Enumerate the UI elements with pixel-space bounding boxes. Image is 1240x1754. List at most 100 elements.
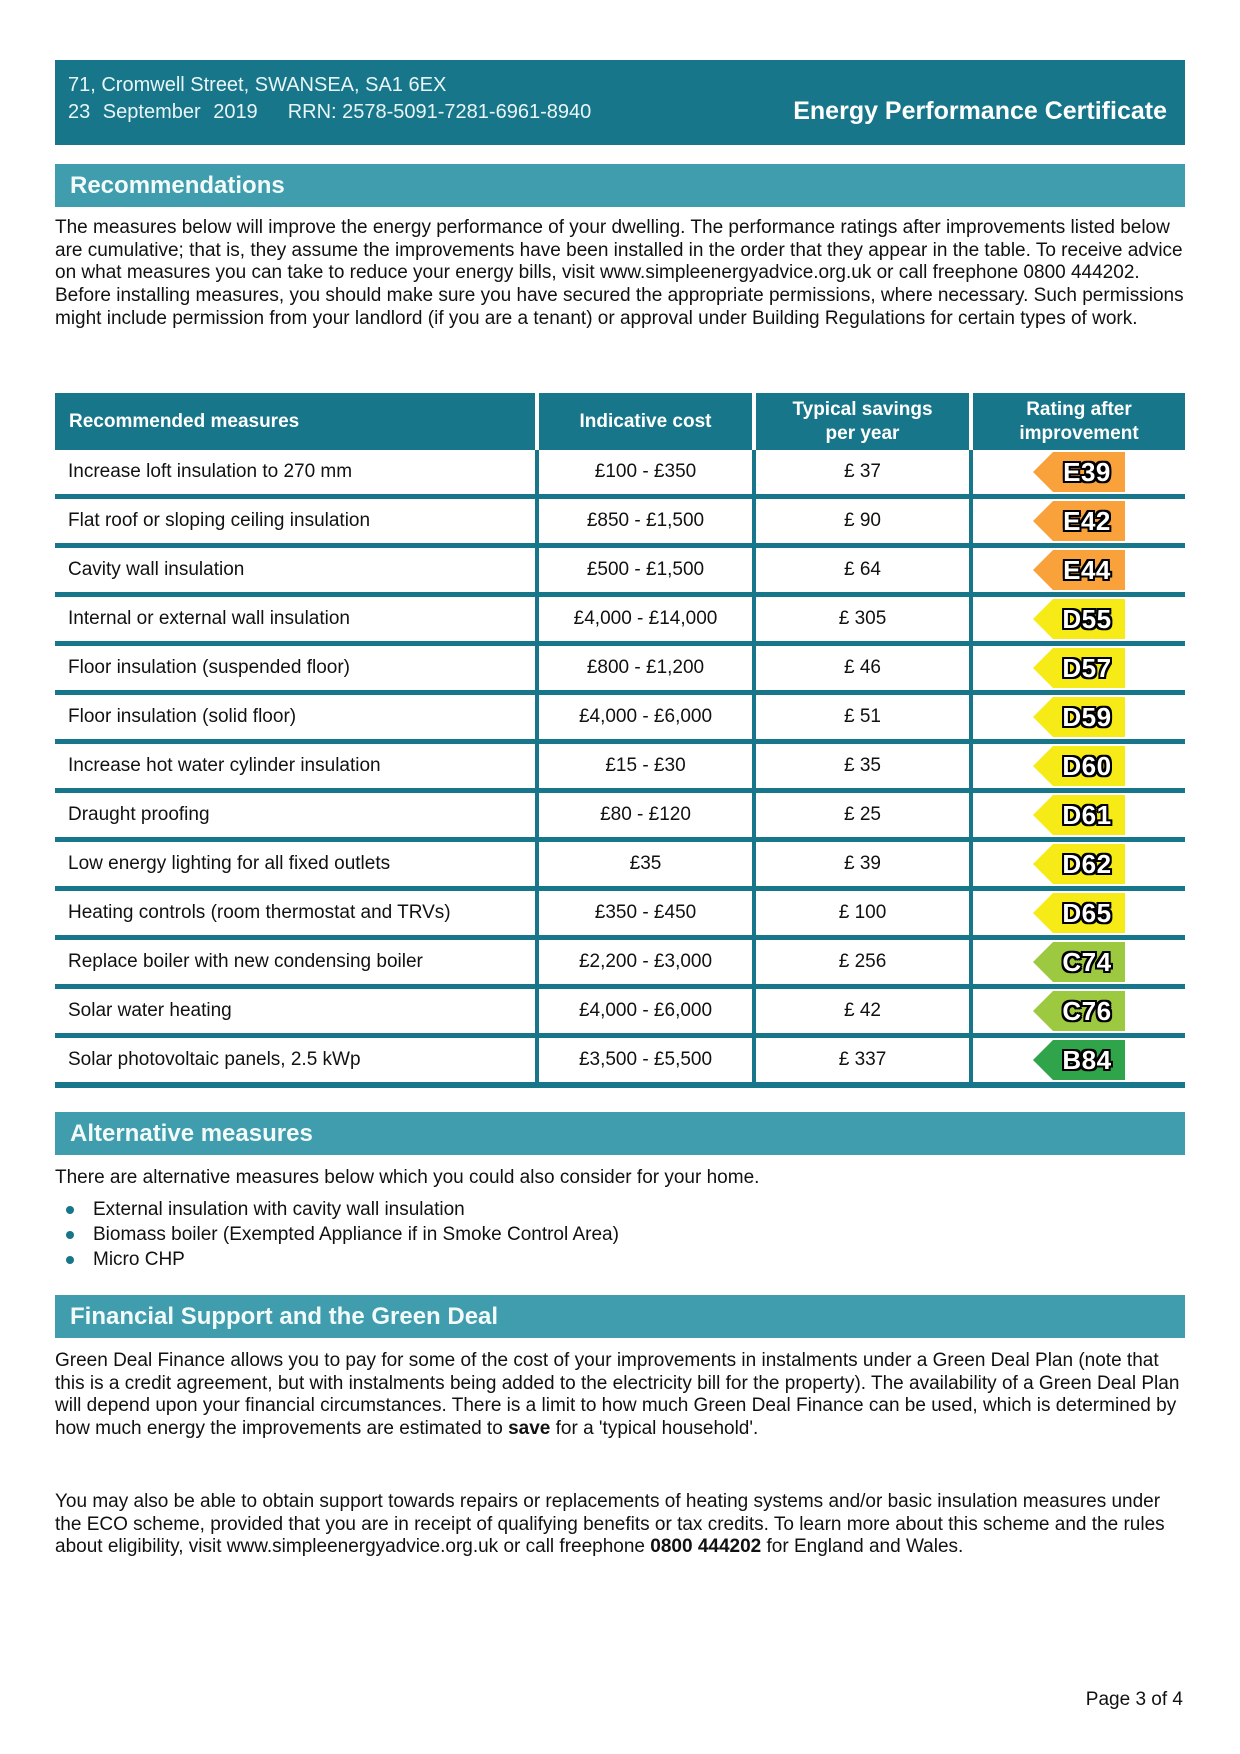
rating-badge: E42 bbox=[1033, 501, 1125, 541]
table-row: Increase hot water cylinder insulation £… bbox=[55, 744, 1185, 793]
list-item: External insulation with cavity wall ins… bbox=[55, 1197, 1185, 1222]
rating-badge: B84 bbox=[1033, 1040, 1125, 1080]
cost-cell: £800 - £1,200 bbox=[539, 646, 756, 690]
measure-cell: Replace boiler with new condensing boile… bbox=[55, 940, 539, 984]
table-row: Solar water heating £4,000 - £6,000 £ 42… bbox=[55, 989, 1185, 1038]
eco-scheme-paragraph: You may also be able to obtain support t… bbox=[55, 1491, 1187, 1559]
list-item-text: External insulation with cavity wall ins… bbox=[93, 1198, 465, 1220]
rating-cell: D61 bbox=[973, 793, 1185, 837]
table-row: Low energy lighting for all fixed outlet… bbox=[55, 842, 1185, 891]
saving-cell: £ 39 bbox=[756, 842, 973, 886]
paragraph-text: Green Deal Finance allows you to pay for… bbox=[55, 1350, 1180, 1440]
table-row: Internal or external wall insulation £4,… bbox=[55, 597, 1185, 646]
rating-badge: E44 bbox=[1033, 550, 1125, 590]
property-address: 71, Cromwell Street, SWANSEA, SA1 6EX bbox=[68, 74, 447, 96]
certificate-title: Energy Performance Certificate bbox=[793, 97, 1167, 125]
measure-cell: Increase loft insulation to 270 mm bbox=[55, 450, 539, 494]
rating-badge: E39 bbox=[1033, 452, 1125, 492]
list-item-text: Micro CHP bbox=[93, 1248, 185, 1270]
section-heading-recommendations: Recommendations bbox=[55, 164, 1185, 207]
measure-cell: Cavity wall insulation bbox=[55, 548, 539, 592]
measure-cell: Solar water heating bbox=[55, 989, 539, 1033]
green-deal-paragraph: Green Deal Finance allows you to pay for… bbox=[55, 1350, 1187, 1441]
cost-cell: £500 - £1,500 bbox=[539, 548, 756, 592]
paragraph-bold-text: save bbox=[508, 1418, 551, 1440]
saving-cell: £ 46 bbox=[756, 646, 973, 690]
cost-cell: £15 - £30 bbox=[539, 744, 756, 788]
table-row: Cavity wall insulation £500 - £1,500 £ 6… bbox=[55, 548, 1185, 597]
cost-cell: £850 - £1,500 bbox=[539, 499, 756, 543]
saving-cell: £ 25 bbox=[756, 793, 973, 837]
table-row: Flat roof or sloping ceiling insulation … bbox=[55, 499, 1185, 548]
saving-cell: £ 337 bbox=[756, 1038, 973, 1082]
list-item: Biomass boiler (Exempted Appliance if in… bbox=[55, 1222, 1185, 1247]
measure-cell: Solar photovoltaic panels, 2.5 kWp bbox=[55, 1038, 539, 1082]
cost-cell: £4,000 - £6,000 bbox=[539, 989, 756, 1033]
cost-cell: £35 bbox=[539, 842, 756, 886]
rating-cell: D65 bbox=[973, 891, 1185, 935]
measure-cell: Draught proofing bbox=[55, 793, 539, 837]
bullet-icon bbox=[66, 1230, 74, 1239]
bullet-icon bbox=[66, 1205, 74, 1214]
saving-cell: £ 305 bbox=[756, 597, 973, 641]
saving-cell: £ 100 bbox=[756, 891, 973, 935]
section-heading-label: Financial Support and the Green Deal bbox=[70, 1302, 499, 1330]
paragraph-text: for a 'typical household'. bbox=[550, 1418, 759, 1440]
saving-cell: £ 42 bbox=[756, 989, 973, 1033]
recommendations-table: Recommended measures Indicative cost Typ… bbox=[55, 393, 1185, 1088]
cost-cell: £4,000 - £14,000 bbox=[539, 597, 756, 641]
rating-cell: D59 bbox=[973, 695, 1185, 739]
table-row: Draught proofing £80 - £120 £ 25 D61 bbox=[55, 793, 1185, 842]
measure-cell: Heating controls (room thermostat and TR… bbox=[55, 891, 539, 935]
measure-cell: Increase hot water cylinder insulation bbox=[55, 744, 539, 788]
cost-cell: £80 - £120 bbox=[539, 793, 756, 837]
saving-cell: £ 256 bbox=[756, 940, 973, 984]
paragraph-text: You may also be able to obtain support t… bbox=[55, 1491, 1165, 1558]
bullet-icon bbox=[66, 1255, 74, 1264]
rating-badge: D65 bbox=[1033, 893, 1125, 933]
table-row: Increase loft insulation to 270 mm £100 … bbox=[55, 450, 1185, 499]
certificate-rrn: RRN: 2578-5091-7281-6961-8940 bbox=[287, 101, 592, 123]
section-heading-label: Alternative measures bbox=[70, 1119, 313, 1147]
measure-cell: Low energy lighting for all fixed outlet… bbox=[55, 842, 539, 886]
column-header-typical-savings: Typical savings per year bbox=[756, 393, 973, 450]
saving-cell: £ 90 bbox=[756, 499, 973, 543]
measure-cell: Internal or external wall insulation bbox=[55, 597, 539, 641]
rating-badge: D55 bbox=[1033, 599, 1125, 639]
measure-cell: Flat roof or sloping ceiling insulation bbox=[55, 499, 539, 543]
column-header-rating-after-improvement: Rating after improvement bbox=[973, 393, 1185, 450]
rating-badge: D57 bbox=[1033, 648, 1125, 688]
cost-cell: £2,200 - £3,000 bbox=[539, 940, 756, 984]
section-heading-alternative-measures: Alternative measures bbox=[55, 1112, 1185, 1155]
header-date-line: 23 September 2019 RRN: 2578-5091-7281-696… bbox=[68, 99, 591, 126]
measure-cell: Floor insulation (solid floor) bbox=[55, 695, 539, 739]
table-row: Replace boiler with new condensing boile… bbox=[55, 940, 1185, 989]
measure-cell: Floor insulation (suspended floor) bbox=[55, 646, 539, 690]
saving-cell: £ 51 bbox=[756, 695, 973, 739]
rating-cell: E39 bbox=[973, 450, 1185, 494]
page-number: Page 3 of 4 bbox=[1085, 1689, 1183, 1710]
rating-cell: D57 bbox=[973, 646, 1185, 690]
paragraph-text: for England and Wales. bbox=[761, 1536, 964, 1558]
rating-cell: E44 bbox=[973, 548, 1185, 592]
saving-cell: £ 35 bbox=[756, 744, 973, 788]
table-row: Floor insulation (suspended floor) £800 … bbox=[55, 646, 1185, 695]
rating-badge: D60 bbox=[1033, 746, 1125, 786]
column-header-indicative-cost: Indicative cost bbox=[539, 393, 756, 450]
rating-cell: C76 bbox=[973, 989, 1185, 1033]
rating-cell: D55 bbox=[973, 597, 1185, 641]
alternative-measures-list: External insulation with cavity wall ins… bbox=[55, 1197, 1185, 1272]
document-header: 71, Cromwell Street, SWANSEA, SA1 6EX 23… bbox=[55, 60, 1185, 145]
rating-badge: D59 bbox=[1033, 697, 1125, 737]
recommendations-intro-paragraph: The measures below will improve the ener… bbox=[55, 217, 1184, 329]
table-header-row: Recommended measures Indicative cost Typ… bbox=[55, 393, 1185, 450]
cost-cell: £350 - £450 bbox=[539, 891, 756, 935]
cost-cell: £4,000 - £6,000 bbox=[539, 695, 756, 739]
header-left: 71, Cromwell Street, SWANSEA, SA1 6EX 23… bbox=[68, 72, 591, 145]
rating-cell: D62 bbox=[973, 842, 1185, 886]
list-item-text: Biomass boiler (Exempted Appliance if in… bbox=[93, 1223, 619, 1245]
table-row: Floor insulation (solid floor) £4,000 - … bbox=[55, 695, 1185, 744]
rating-cell: D60 bbox=[973, 744, 1185, 788]
paragraph-bold-text: 0800 444202 bbox=[650, 1536, 762, 1558]
certificate-date: 23 September 2019 bbox=[68, 101, 258, 123]
